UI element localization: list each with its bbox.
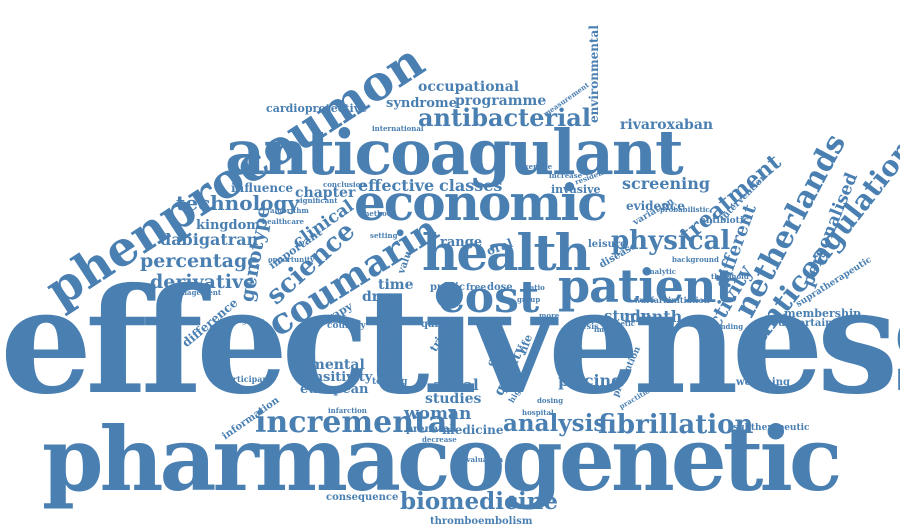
- word-technology: technology: [176, 191, 300, 215]
- word-patient: patient: [558, 259, 737, 313]
- word-country: country: [327, 321, 366, 331]
- word-setting: setting: [370, 231, 398, 240]
- word-background: background: [672, 255, 719, 264]
- word-dosing: dosing: [537, 396, 564, 405]
- word-qalys: qalys: [421, 319, 450, 330]
- word-chapter: chapter: [295, 185, 356, 201]
- word-testing: testing: [372, 377, 408, 387]
- word-antibiotic: antibiotic: [700, 216, 749, 226]
- word-atrial: atrial: [433, 376, 479, 394]
- word-kingdom: kingdom: [196, 218, 261, 233]
- word-effectiveness: effectiveness: [0, 257, 900, 427]
- word-uncertainty: uncertainty: [778, 318, 843, 329]
- word-thromboembolism: thromboembolism: [430, 516, 533, 527]
- word-syndrome: syndrome: [386, 96, 457, 111]
- word-screening: screening: [622, 174, 711, 193]
- word-exercise: exercise: [520, 162, 553, 171]
- word-environmental: environmental: [587, 25, 601, 123]
- word-opportunity: opportunity: [268, 255, 315, 264]
- word-initiation: initiation: [668, 295, 710, 305]
- word-membership: membership: [784, 307, 861, 320]
- word-derivative: derivative: [150, 271, 256, 293]
- word-algorithm: algorithm: [270, 206, 309, 215]
- word-occupational: occupational: [418, 79, 520, 95]
- word-group: group: [517, 295, 541, 304]
- word-public: public: [430, 282, 465, 293]
- word-threshold: threshold: [711, 272, 749, 281]
- word-studies: studies: [425, 391, 482, 407]
- word-travel: travel: [556, 338, 579, 347]
- word-mental: mental: [310, 357, 365, 373]
- word-health: health: [422, 223, 591, 282]
- word-classes: classes: [439, 176, 503, 195]
- word-management: management: [170, 288, 222, 297]
- word-european: european: [300, 382, 369, 397]
- word-participant: participant: [222, 374, 272, 384]
- word-woman: woman: [404, 404, 472, 424]
- word-rivaroxaban: rivaroxaban: [620, 117, 714, 133]
- word-incremental: incremental: [255, 405, 459, 440]
- word-subtherapeutic: subtherapeutic: [733, 423, 810, 433]
- word-influence: influence: [231, 181, 294, 195]
- word-healthcare: healthcare: [262, 217, 304, 226]
- word-free: free: [466, 283, 487, 293]
- word-evaluation: evaluation: [462, 455, 503, 464]
- word-medicine: medicine: [442, 423, 504, 437]
- word-programme: programme: [455, 93, 547, 109]
- word-method: method: [362, 209, 392, 218]
- word-increase: increase: [549, 171, 583, 180]
- word-significant: significant: [296, 196, 338, 205]
- word-impact: impact: [594, 325, 621, 334]
- word-wellbeing: wellbeing: [736, 377, 790, 388]
- word-attending: attending: [705, 322, 744, 331]
- word-percentage: percentage: [140, 250, 260, 272]
- word-fibrillation: fibrillation: [598, 410, 754, 440]
- word-anticoagulant: anticoagulant: [225, 116, 684, 189]
- word-ratio: ratio: [526, 283, 545, 292]
- word-dabigatran: dabigatran: [160, 230, 259, 249]
- word-analytic: analytic: [645, 267, 677, 276]
- word-study: study: [604, 307, 650, 325]
- word-more: more: [539, 311, 560, 320]
- word-thesis: thesis: [572, 321, 599, 331]
- word-evidence: evidence: [626, 199, 685, 213]
- word-infarction: infarction: [328, 406, 367, 415]
- word-genetic: genetic: [606, 319, 636, 328]
- word-decrease: decrease: [422, 435, 457, 444]
- word-international: international: [372, 124, 424, 133]
- word-cardioprotective: cardioprotective: [266, 102, 368, 115]
- word-consequence: consequence: [326, 492, 399, 503]
- word-drug: drug: [362, 289, 400, 305]
- word-economic: economic: [354, 173, 608, 232]
- word-based: based: [557, 346, 583, 356]
- word-time: time: [378, 277, 414, 293]
- word-antibacterial: antibacterial: [418, 103, 591, 132]
- word-leisure: leisure: [588, 239, 627, 250]
- word-analysis: analysis: [503, 410, 607, 437]
- word-prenatal: prenatal: [406, 424, 454, 435]
- word-range: range: [440, 235, 483, 250]
- word-sensitivity: sensitivity: [298, 370, 373, 385]
- word-pharmacogenetic: pharmacogenetic: [42, 407, 842, 511]
- word-biomedicine: biomedicine: [400, 488, 559, 515]
- word-pricing: pricing: [558, 371, 623, 390]
- word-month: month: [624, 307, 683, 326]
- word-probabilistic: probabilistic: [660, 205, 710, 214]
- word-dose: dose: [487, 282, 513, 293]
- word-physical: physical: [611, 226, 731, 256]
- word-conclusion: conclusion: [323, 180, 366, 189]
- word-hospital: hospital: [522, 408, 554, 417]
- word-warfarin: warfarin: [634, 295, 672, 305]
- word-invasive: invasive: [551, 183, 601, 196]
- word-cost: cost: [438, 272, 540, 323]
- word-willingness: willingness: [220, 316, 265, 325]
- word-effective: effective: [358, 176, 435, 195]
